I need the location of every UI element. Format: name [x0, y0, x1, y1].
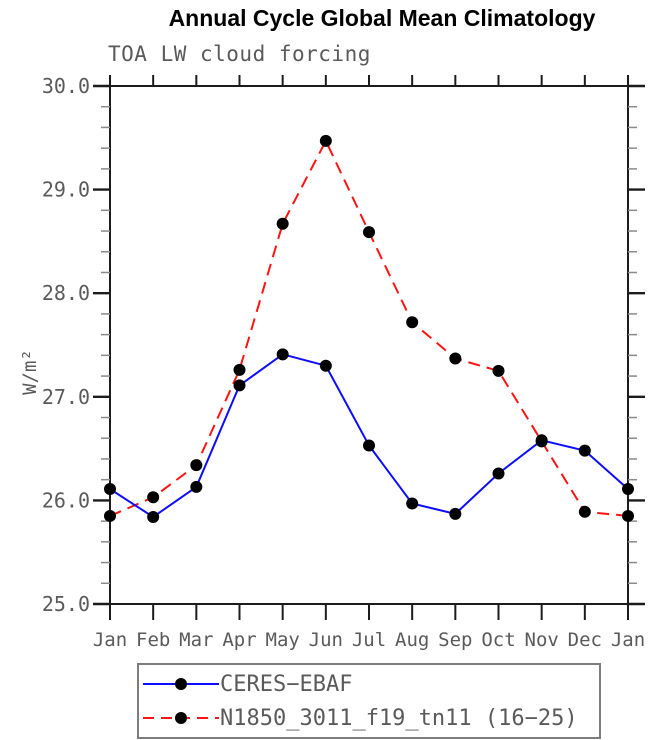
y-tick-label: 29.0 — [42, 178, 90, 202]
data-point-dot — [492, 467, 505, 480]
chart-title: Annual Cycle Global Mean Climatology — [168, 5, 596, 31]
month-tick-label: Jul — [352, 629, 386, 651]
month-tick-label: Mar — [179, 629, 213, 651]
legend-item-n1850: N1850_3011_f19_tn11 (16−25) — [143, 702, 599, 734]
data-point-dot — [578, 505, 591, 518]
series-obs — [109, 353, 629, 519]
y-tick-label: 30.0 — [42, 74, 90, 98]
data-point-dot — [578, 444, 591, 457]
y-axis-minor-ticks — [101, 105, 637, 585]
x-axis-month-labels: Jan Feb Mar Apr May Jun Jul Aug Sep Oct Nov Dec Jan — [93, 629, 645, 651]
blue-solid-line-sample-icon — [143, 677, 219, 691]
data-point-dot — [449, 507, 462, 520]
data-point-dot — [363, 439, 375, 452]
red-dashed-line-sample-icon — [143, 711, 219, 725]
month-tick-label: Aug — [395, 629, 429, 651]
plot-frame — [109, 85, 629, 605]
data-point-dot — [190, 459, 203, 472]
legend-label: CERES−EBAF — [220, 671, 353, 697]
month-tick-label: Feb — [136, 629, 170, 651]
data-point-dot — [622, 509, 634, 522]
data-point-markers — [104, 134, 634, 523]
data-point-dot — [104, 483, 116, 496]
month-tick-label: Jan — [611, 629, 645, 651]
y-tick-label: 26.0 — [42, 488, 90, 512]
data-point-dot — [104, 509, 116, 522]
x-axis-ticks — [109, 75, 629, 620]
data-point-dot — [276, 348, 289, 361]
y-tick-label: 28.0 — [42, 281, 90, 305]
month-tick-label: Oct — [481, 629, 515, 651]
month-tick-label: Jan — [93, 629, 127, 651]
chart-subtitle: TOA LW cloud forcing — [108, 42, 371, 66]
month-tick-label: Nov — [525, 629, 559, 651]
month-tick-label: Sep — [438, 629, 472, 651]
series-line — [109, 138, 629, 517]
data-point-dot — [492, 364, 505, 377]
data-point-dot — [233, 363, 246, 376]
data-point-dot — [535, 435, 548, 448]
data-point-dot — [622, 483, 634, 496]
data-point-dot — [190, 480, 203, 493]
legend-marker-dot-icon — [175, 678, 187, 690]
data-point-dot — [147, 491, 160, 504]
data-point-dot — [406, 497, 419, 510]
data-point-dot — [406, 316, 419, 329]
month-tick-label: May — [266, 629, 300, 651]
data-point-dot — [147, 510, 160, 523]
data-point-dot — [319, 134, 332, 147]
series-line — [109, 353, 629, 519]
data-point-dot — [233, 379, 246, 392]
data-point-dot — [449, 352, 462, 365]
month-tick-label: Jun — [309, 629, 343, 651]
legend-label: N1850_3011_f19_tn11 (16−25) — [220, 705, 578, 731]
month-tick-label: Dec — [568, 629, 602, 651]
y-tick-label: 27.0 — [42, 385, 90, 409]
data-point-dot — [276, 217, 289, 230]
y-axis-tick-labels: 25.0 26.0 27.0 28.0 29.0 30.0 — [42, 74, 90, 616]
data-point-dot — [319, 359, 332, 372]
y-tick-label: 25.0 — [42, 592, 90, 616]
legend-box: CERES−EBAF N1850_3011_f19_tn11 (16−25) — [137, 663, 601, 739]
series-model — [109, 138, 629, 517]
month-tick-label: Apr — [222, 629, 256, 651]
legend-item-ceres-ebaf: CERES−EBAF — [143, 668, 599, 700]
legend-marker-dot-icon — [175, 712, 187, 724]
y-axis-major-ticks — [93, 84, 645, 606]
data-point-dot — [363, 226, 375, 239]
